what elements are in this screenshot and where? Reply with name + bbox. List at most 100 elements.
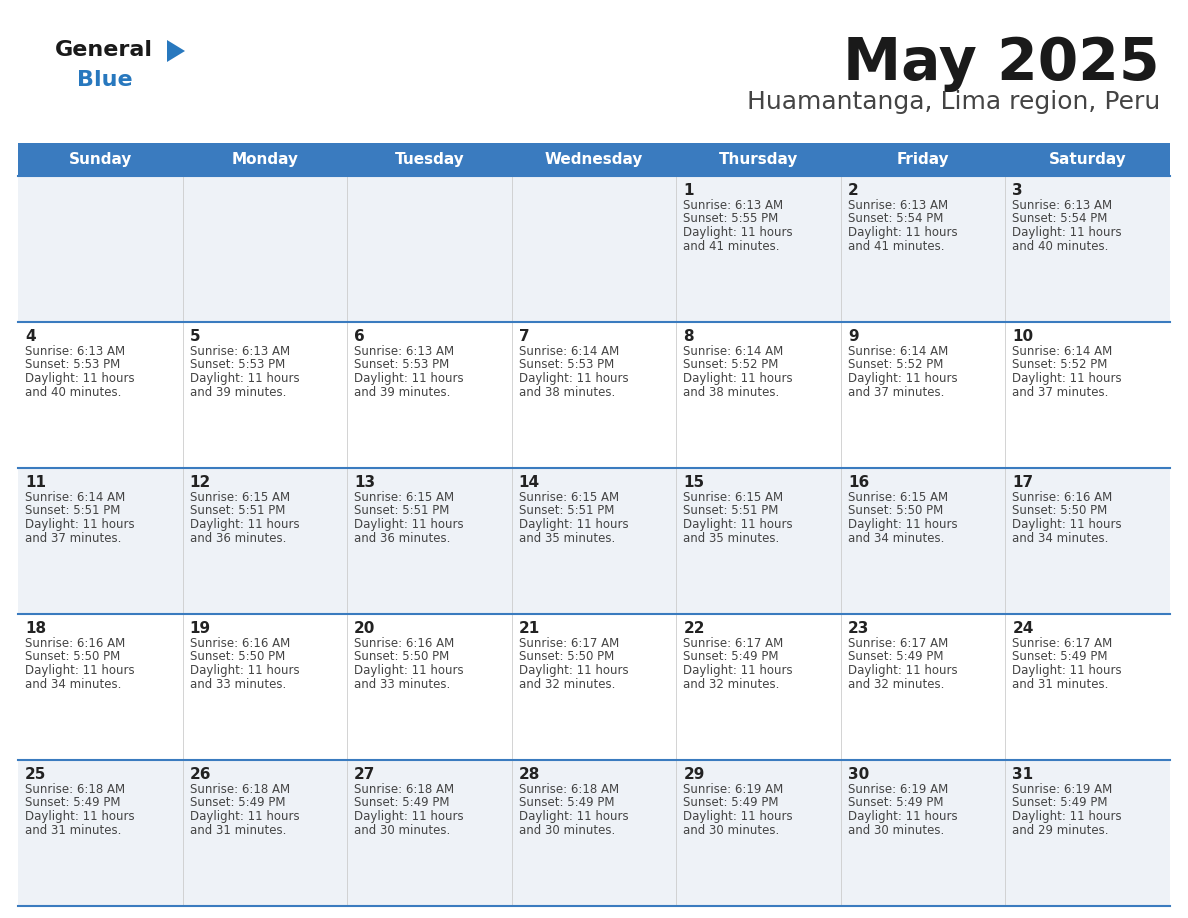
Text: 19: 19 [190,621,210,636]
Text: Sunset: 5:49 PM: Sunset: 5:49 PM [683,797,779,810]
Text: and 32 minutes.: and 32 minutes. [519,677,615,690]
Text: May 2025: May 2025 [843,35,1159,92]
Text: Sunrise: 6:13 AM: Sunrise: 6:13 AM [848,199,948,212]
Text: Daylight: 11 hours: Daylight: 11 hours [25,664,134,677]
Text: Daylight: 11 hours: Daylight: 11 hours [354,664,463,677]
Text: Sunrise: 6:13 AM: Sunrise: 6:13 AM [190,345,290,358]
Text: 2: 2 [848,183,859,198]
Text: and 38 minutes.: and 38 minutes. [683,386,779,398]
Text: Sunday: Sunday [69,152,132,167]
Text: Sunrise: 6:14 AM: Sunrise: 6:14 AM [683,345,784,358]
Text: Sunset: 5:54 PM: Sunset: 5:54 PM [1012,212,1107,226]
Text: and 41 minutes.: and 41 minutes. [683,240,779,252]
Text: Sunset: 5:52 PM: Sunset: 5:52 PM [848,359,943,372]
Text: Saturday: Saturday [1049,152,1126,167]
Text: Sunrise: 6:14 AM: Sunrise: 6:14 AM [25,491,125,504]
Text: Sunrise: 6:14 AM: Sunrise: 6:14 AM [848,345,948,358]
Text: Sunset: 5:49 PM: Sunset: 5:49 PM [190,797,285,810]
Text: Sunrise: 6:17 AM: Sunrise: 6:17 AM [848,637,948,650]
Text: Daylight: 11 hours: Daylight: 11 hours [519,518,628,531]
Text: Sunrise: 6:17 AM: Sunrise: 6:17 AM [1012,637,1113,650]
Text: Sunrise: 6:14 AM: Sunrise: 6:14 AM [519,345,619,358]
Text: and 39 minutes.: and 39 minutes. [354,386,450,398]
Text: Sunrise: 6:15 AM: Sunrise: 6:15 AM [190,491,290,504]
Text: Sunrise: 6:18 AM: Sunrise: 6:18 AM [354,783,454,796]
Text: 6: 6 [354,329,365,344]
Text: Daylight: 11 hours: Daylight: 11 hours [1012,810,1121,823]
Text: Daylight: 11 hours: Daylight: 11 hours [354,810,463,823]
Text: 3: 3 [1012,183,1023,198]
Bar [18,322,1170,468]
Text: Sunrise: 6:19 AM: Sunrise: 6:19 AM [1012,783,1113,796]
Text: and 34 minutes.: and 34 minutes. [25,677,121,690]
Text: 30: 30 [848,767,870,782]
Text: and 40 minutes.: and 40 minutes. [1012,240,1108,252]
Text: Daylight: 11 hours: Daylight: 11 hours [1012,372,1121,385]
Text: 11: 11 [25,475,46,490]
Text: Daylight: 11 hours: Daylight: 11 hours [190,810,299,823]
Text: Sunset: 5:55 PM: Sunset: 5:55 PM [683,212,778,226]
Text: Daylight: 11 hours: Daylight: 11 hours [519,664,628,677]
Text: and 35 minutes.: and 35 minutes. [683,532,779,544]
Text: Daylight: 11 hours: Daylight: 11 hours [848,226,958,239]
Text: Sunset: 5:52 PM: Sunset: 5:52 PM [683,359,778,372]
Text: 21: 21 [519,621,541,636]
Text: Daylight: 11 hours: Daylight: 11 hours [354,372,463,385]
Text: 29: 29 [683,767,704,782]
Text: Sunrise: 6:19 AM: Sunrise: 6:19 AM [683,783,784,796]
Text: and 38 minutes.: and 38 minutes. [519,386,615,398]
Text: 8: 8 [683,329,694,344]
Text: Daylight: 11 hours: Daylight: 11 hours [683,810,792,823]
Text: 9: 9 [848,329,859,344]
Text: 1: 1 [683,183,694,198]
Text: Daylight: 11 hours: Daylight: 11 hours [848,518,958,531]
Text: Sunset: 5:53 PM: Sunset: 5:53 PM [190,359,285,372]
Text: and 33 minutes.: and 33 minutes. [354,677,450,690]
Text: and 34 minutes.: and 34 minutes. [848,532,944,544]
Text: Sunrise: 6:16 AM: Sunrise: 6:16 AM [354,637,454,650]
Text: Sunset: 5:49 PM: Sunset: 5:49 PM [354,797,449,810]
Polygon shape [168,40,185,62]
Text: Daylight: 11 hours: Daylight: 11 hours [190,372,299,385]
Text: and 40 minutes.: and 40 minutes. [25,386,121,398]
Bar [18,614,1170,760]
Text: 4: 4 [25,329,36,344]
Text: Daylight: 11 hours: Daylight: 11 hours [190,518,299,531]
Text: Huamantanga, Lima region, Peru: Huamantanga, Lima region, Peru [747,90,1159,114]
Text: Sunset: 5:51 PM: Sunset: 5:51 PM [25,505,120,518]
Text: Daylight: 11 hours: Daylight: 11 hours [848,372,958,385]
Text: 31: 31 [1012,767,1034,782]
Text: Daylight: 11 hours: Daylight: 11 hours [683,372,792,385]
Text: and 31 minutes.: and 31 minutes. [190,823,286,836]
Text: Sunrise: 6:13 AM: Sunrise: 6:13 AM [25,345,125,358]
Text: and 41 minutes.: and 41 minutes. [848,240,944,252]
Text: 7: 7 [519,329,530,344]
Text: 16: 16 [848,475,870,490]
Text: Sunset: 5:49 PM: Sunset: 5:49 PM [25,797,120,810]
Text: Sunset: 5:50 PM: Sunset: 5:50 PM [1012,505,1107,518]
Text: Daylight: 11 hours: Daylight: 11 hours [1012,518,1121,531]
Text: Friday: Friday [897,152,949,167]
Text: Sunset: 5:51 PM: Sunset: 5:51 PM [354,505,449,518]
Text: Sunrise: 6:17 AM: Sunrise: 6:17 AM [519,637,619,650]
Text: Tuesday: Tuesday [394,152,465,167]
Text: Sunrise: 6:13 AM: Sunrise: 6:13 AM [683,199,783,212]
Text: 13: 13 [354,475,375,490]
Text: Daylight: 11 hours: Daylight: 11 hours [848,664,958,677]
Text: Sunset: 5:51 PM: Sunset: 5:51 PM [519,505,614,518]
Text: Daylight: 11 hours: Daylight: 11 hours [848,810,958,823]
Text: Sunset: 5:50 PM: Sunset: 5:50 PM [190,651,285,664]
Text: General: General [55,40,153,60]
Text: 28: 28 [519,767,541,782]
Text: Sunrise: 6:14 AM: Sunrise: 6:14 AM [1012,345,1113,358]
Text: and 37 minutes.: and 37 minutes. [25,532,121,544]
Text: Sunset: 5:53 PM: Sunset: 5:53 PM [354,359,449,372]
Text: Sunset: 5:52 PM: Sunset: 5:52 PM [1012,359,1107,372]
Text: Monday: Monday [232,152,298,167]
Text: Daylight: 11 hours: Daylight: 11 hours [354,518,463,531]
Text: Sunset: 5:49 PM: Sunset: 5:49 PM [848,797,943,810]
Text: Sunset: 5:54 PM: Sunset: 5:54 PM [848,212,943,226]
Text: 22: 22 [683,621,704,636]
Text: 26: 26 [190,767,211,782]
Text: and 30 minutes.: and 30 minutes. [519,823,615,836]
